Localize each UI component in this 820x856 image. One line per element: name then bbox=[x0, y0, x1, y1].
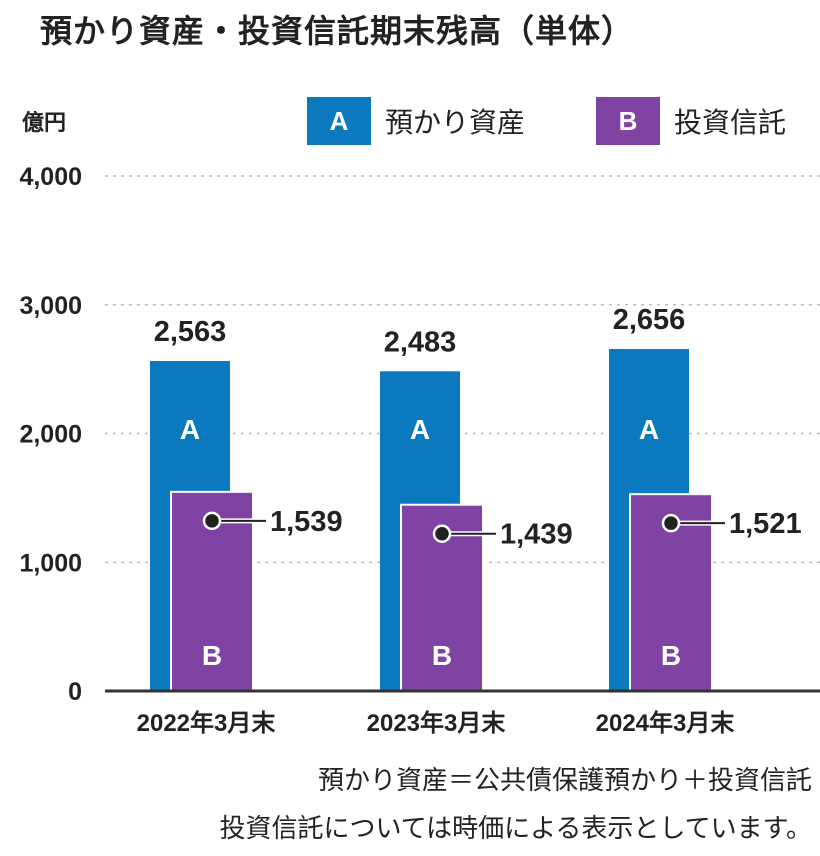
bar-marker-b: B bbox=[202, 640, 222, 671]
x-tick-label: 2024年3月末 bbox=[596, 709, 736, 737]
value-label-a: 2,563 bbox=[154, 316, 227, 348]
y-axis-unit: 億円 bbox=[22, 111, 67, 136]
value-label-a: 2,483 bbox=[384, 326, 457, 358]
footnote-2: 投資信託については時価による表示としています。 bbox=[219, 814, 812, 844]
bar-marker-b: B bbox=[432, 640, 452, 671]
legend-swatch-b: B bbox=[596, 97, 660, 145]
y-tick-label: 2,000 bbox=[19, 421, 82, 449]
y-tick-label: 4,000 bbox=[19, 163, 82, 191]
value-label-b: 1,521 bbox=[729, 508, 802, 540]
y-tick-label: 0 bbox=[68, 678, 82, 706]
callout-dot bbox=[432, 524, 452, 543]
y-tick-label: 1,000 bbox=[19, 549, 82, 577]
value-label-b: 1,439 bbox=[500, 519, 573, 551]
legend-label-b: 投資信託 bbox=[674, 106, 787, 139]
legend-swatch-a: A bbox=[307, 97, 371, 145]
value-label-b: 1,539 bbox=[270, 506, 343, 538]
bar-marker-a: A bbox=[639, 414, 659, 445]
callout-dot bbox=[661, 513, 681, 533]
value-label-a: 2,656 bbox=[613, 304, 686, 336]
footnote-1: 預かり資産＝公共債保護預かり＋投資信託 bbox=[317, 766, 812, 796]
bar-marker-a: A bbox=[180, 414, 200, 445]
legend-item-a: A 預かり資産 bbox=[307, 97, 525, 145]
bar-marker-b: B bbox=[661, 640, 681, 671]
x-tick-label: 2022年3月末 bbox=[137, 709, 277, 737]
chart-title: 預かり資産・投資信託期末残高（単体） bbox=[40, 12, 635, 50]
callout-dot bbox=[202, 511, 222, 531]
x-tick-label: 2023年3月末 bbox=[367, 709, 507, 737]
y-tick-label: 3,000 bbox=[19, 292, 82, 320]
bar-marker-a: A bbox=[410, 414, 430, 445]
legend-label-a: 預かり資産 bbox=[385, 106, 526, 139]
legend-item-b: B 投資信託 bbox=[596, 97, 786, 145]
